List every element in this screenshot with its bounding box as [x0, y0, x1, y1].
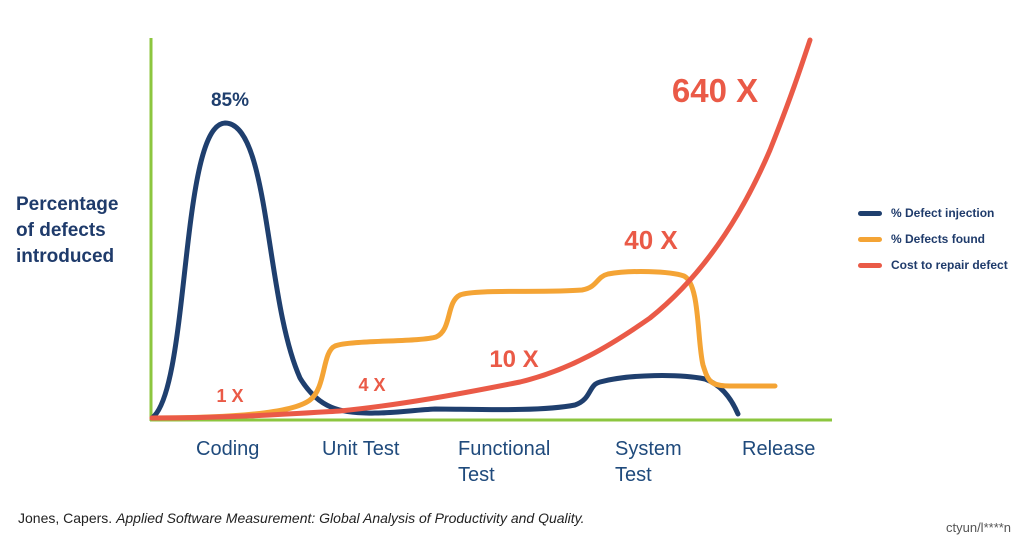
x-tick-label-line: System [615, 438, 682, 460]
x-tick-system-test: System Test [615, 436, 682, 488]
legend-swatch [858, 262, 882, 268]
series-line-defect-injection [149, 120, 741, 421]
x-tick-release: Release [742, 436, 815, 462]
annotation-640x: 640 X [672, 72, 758, 109]
x-tick-label-line: Test [458, 464, 495, 486]
y-axis-label-line: Percentage [16, 194, 119, 215]
x-tick-label-line: Unit Test [322, 438, 400, 460]
annotation-40x: 40 X [624, 225, 678, 255]
x-tick-label-line: Release [742, 438, 816, 460]
x-tick-label-line: Functional [458, 438, 551, 460]
legend-item-defects-found: % Defects found [858, 226, 1008, 252]
source-author: Jones, Capers. [18, 510, 113, 526]
legend-swatch [858, 236, 882, 242]
annotation-4x: 4 X [358, 375, 385, 395]
series-line-cost-to-repair [149, 37, 813, 421]
y-axis-label: Percentage of defects introduced [16, 192, 146, 270]
source-title: Applied Software Measurement: Global Ana… [116, 510, 585, 526]
source-citation: Jones, Capers. Applied Software Measurem… [18, 510, 585, 526]
annotation-1x: 1 X [216, 386, 243, 406]
legend-swatch [858, 210, 882, 216]
legend-label: Cost to repair defect [891, 258, 1008, 272]
legend: % Defect injection % Defects found Cost … [858, 200, 1008, 278]
y-axis-label-line: introduced [16, 246, 115, 267]
x-tick-label-line: Coding [196, 438, 260, 460]
x-tick-coding: Coding [196, 436, 259, 462]
y-axis-label-line: of defects [16, 220, 106, 241]
annotation-85-percent: 85% [211, 90, 249, 111]
legend-item-defect-injection: % Defect injection [858, 200, 1008, 226]
legend-label: % Defects found [891, 232, 986, 246]
annotation-10x: 10 X [489, 346, 538, 373]
x-tick-functional-test: Functional Test [458, 436, 550, 488]
series-line-defects-found [149, 269, 778, 421]
legend-item-cost-to-repair: Cost to repair defect [858, 252, 1008, 278]
legend-label: % Defect injection [891, 206, 995, 220]
x-tick-label-line: Test [615, 464, 652, 486]
x-tick-unit-test: Unit Test [322, 436, 399, 462]
watermark: ctyun/l****n [946, 520, 1012, 535]
